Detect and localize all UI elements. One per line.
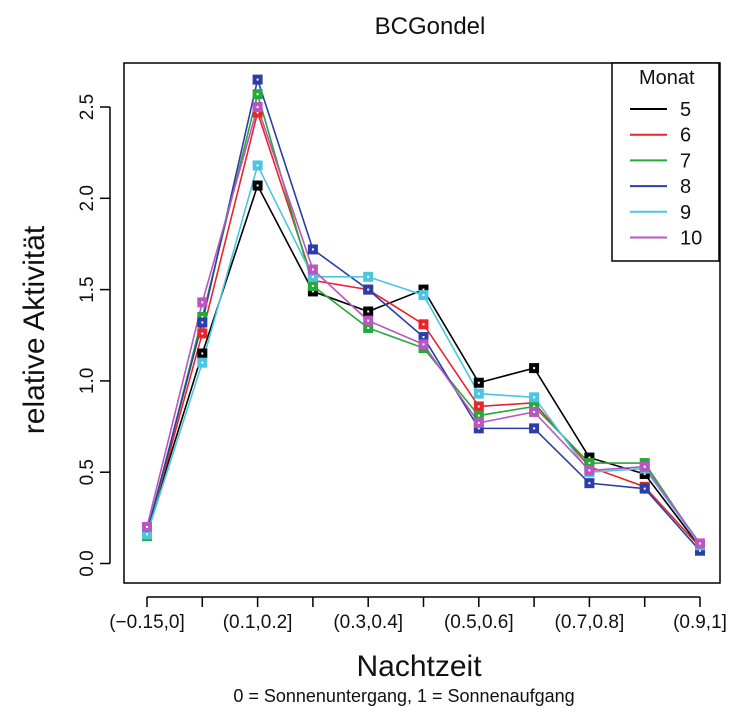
legend-label: 10: [680, 228, 702, 250]
x-axis: (−0.15,0] (0.1,0.2] (0.3,0.4] (0.5,0.6] (0.7…: [109, 596, 727, 633]
data-point: [529, 406, 540, 417]
data-point: [307, 264, 318, 275]
legend-item-6: 6: [630, 125, 691, 147]
data-point: [584, 452, 595, 463]
x-tick-label: (0.5,0.6]: [444, 612, 514, 633]
data-point: [197, 297, 208, 308]
x-tick-label: (0.9,1]: [673, 612, 727, 633]
data-point: [363, 306, 374, 317]
data-point: [473, 388, 484, 399]
data-point: [252, 107, 263, 118]
data-point: [363, 315, 374, 326]
x-tick-label: (−0.15,0]: [109, 612, 185, 633]
data-point: [529, 392, 540, 403]
legend-label: 5: [680, 99, 691, 121]
legend-label: 6: [680, 125, 691, 147]
data-point: [363, 284, 374, 295]
data-point: [307, 280, 318, 291]
data-point: [197, 328, 208, 339]
y-tick-label: 2.5: [77, 94, 98, 120]
data-point: [142, 521, 152, 532]
legend-item-9: 9: [630, 202, 691, 224]
data-point: [639, 483, 650, 494]
y-tick-label: 0.0: [77, 550, 98, 576]
legend-item-5: 5: [630, 99, 691, 121]
x-tick-label: (0.1,0.2]: [223, 612, 293, 633]
data-point: [473, 410, 484, 421]
y-tick-label: 0.5: [77, 459, 98, 485]
data-point: [584, 478, 595, 489]
data-point: [197, 311, 208, 322]
data-point: [529, 423, 540, 434]
data-point: [307, 286, 318, 297]
data-point: [363, 271, 374, 282]
data-point: [529, 363, 540, 374]
legend-item-10: 10: [630, 228, 702, 250]
data-point: [418, 319, 429, 330]
x-axis-subtitle: 0 = Sonnenuntergang, 1 = Sonnenaufgang: [233, 686, 574, 706]
data-point: [473, 377, 484, 388]
x-tick-label: (0.3,0.4]: [333, 612, 403, 633]
data-point: [197, 357, 208, 368]
chart-title: BCGondel: [375, 13, 486, 40]
data-point: [252, 180, 263, 191]
data-point: [418, 339, 429, 350]
y-tick-label: 2.0: [77, 185, 98, 211]
data-point: [307, 244, 318, 255]
data-point: [473, 417, 484, 428]
legend-label: 8: [680, 176, 691, 198]
y-axis-title: relative Aktivität: [18, 225, 51, 434]
legend-item-8: 8: [630, 176, 691, 198]
data-point: [695, 538, 705, 549]
data-point: [639, 461, 650, 472]
data-point: [584, 465, 595, 476]
y-axis: 0.0 0.5 1.0 1.5 2.0 2.5: [77, 94, 111, 577]
legend-box: [611, 62, 720, 262]
x-axis-title: Nachtzeit: [356, 650, 482, 683]
data-point: [584, 458, 595, 469]
data-point: [197, 348, 208, 359]
data-point: [473, 423, 484, 434]
series-points: [142, 74, 705, 556]
legend-item-7: 7: [630, 150, 691, 172]
legend: Monat 5 6 7 8 9 10: [611, 62, 720, 262]
y-tick-label: 1.0: [77, 368, 98, 394]
data-point: [252, 102, 263, 112]
data-point: [252, 160, 263, 171]
legend-title: Monat: [639, 67, 695, 89]
data-point: [418, 284, 429, 295]
data-point: [252, 89, 263, 100]
legend-label: 9: [680, 202, 691, 224]
data-point: [252, 74, 263, 85]
data-point: [197, 317, 208, 328]
data-point: [695, 545, 705, 556]
y-tick-label: 1.5: [77, 276, 98, 302]
data-point: [639, 469, 650, 480]
data-point: [363, 322, 374, 333]
plot-frame: [123, 62, 721, 584]
data-point: [307, 271, 318, 282]
data-point: [473, 401, 484, 412]
x-tick-label: (0.7,0.8]: [555, 612, 625, 633]
data-point: [529, 401, 540, 412]
data-point: [418, 332, 429, 343]
legend-label: 7: [680, 150, 691, 172]
data-point: [142, 529, 152, 540]
data-point: [418, 290, 429, 301]
